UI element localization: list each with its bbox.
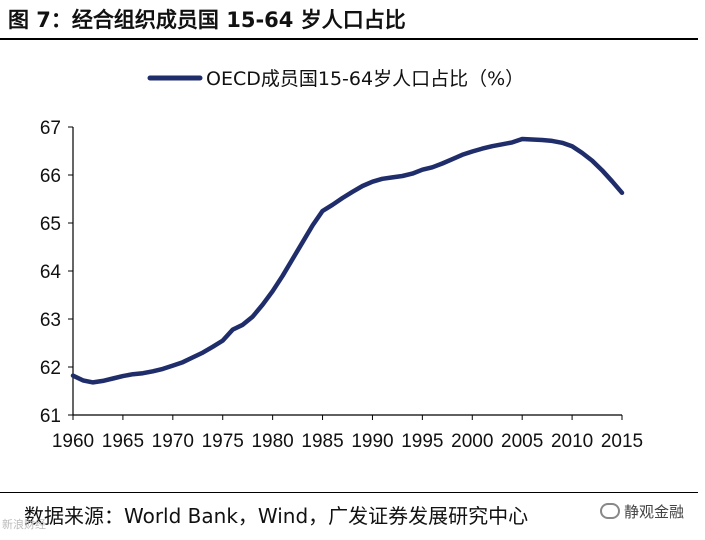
y-tick-label: 64: [40, 262, 62, 283]
x-tick-label: 1975: [202, 431, 244, 452]
x-tick-label: 2000: [451, 431, 493, 452]
y-tick-label: 61: [40, 406, 61, 427]
data-source: 数据来源：World Bank，Wind，广发证券发展研究中心: [24, 504, 529, 528]
y-tick-label: 63: [40, 310, 61, 331]
series-line: [70, 136, 625, 385]
x-tick-label: 1995: [401, 431, 443, 452]
figure-title: 图 7：经合组织成员国 15-64 岁人口占比: [8, 8, 406, 32]
y-tick-label: 67: [40, 118, 61, 139]
watermark: 静观金融: [600, 501, 684, 522]
legend-label: OECD成员国15-64岁人口占比（%）: [206, 68, 524, 90]
wechat-icon: [600, 503, 620, 519]
x-tick-label: 1965: [102, 431, 144, 452]
top-rule: [0, 38, 698, 40]
y-tick-label: 66: [40, 166, 61, 187]
watermark-text: 静观金融: [624, 503, 685, 521]
x-tick-label: 1985: [301, 431, 343, 452]
x-tick-label: 1970: [152, 431, 194, 452]
x-tick-label: 2005: [501, 431, 543, 452]
y-tick-label: 65: [40, 214, 61, 235]
x-tick-label: 2015: [601, 431, 643, 452]
y-tick-label: 62: [40, 358, 61, 379]
x-tick-label: 1980: [251, 431, 293, 452]
x-tick-label: 1990: [351, 431, 393, 452]
watermark-left: 新浪财经: [2, 518, 46, 531]
line-chart: 61 62 63 64 65 66 67 1960 1965 1970 1975 1980 1985 19…: [40, 68, 643, 452]
x-tick-label: 2010: [551, 431, 593, 452]
bottom-rule: [0, 492, 698, 493]
x-tick-label: 1960: [52, 431, 94, 452]
